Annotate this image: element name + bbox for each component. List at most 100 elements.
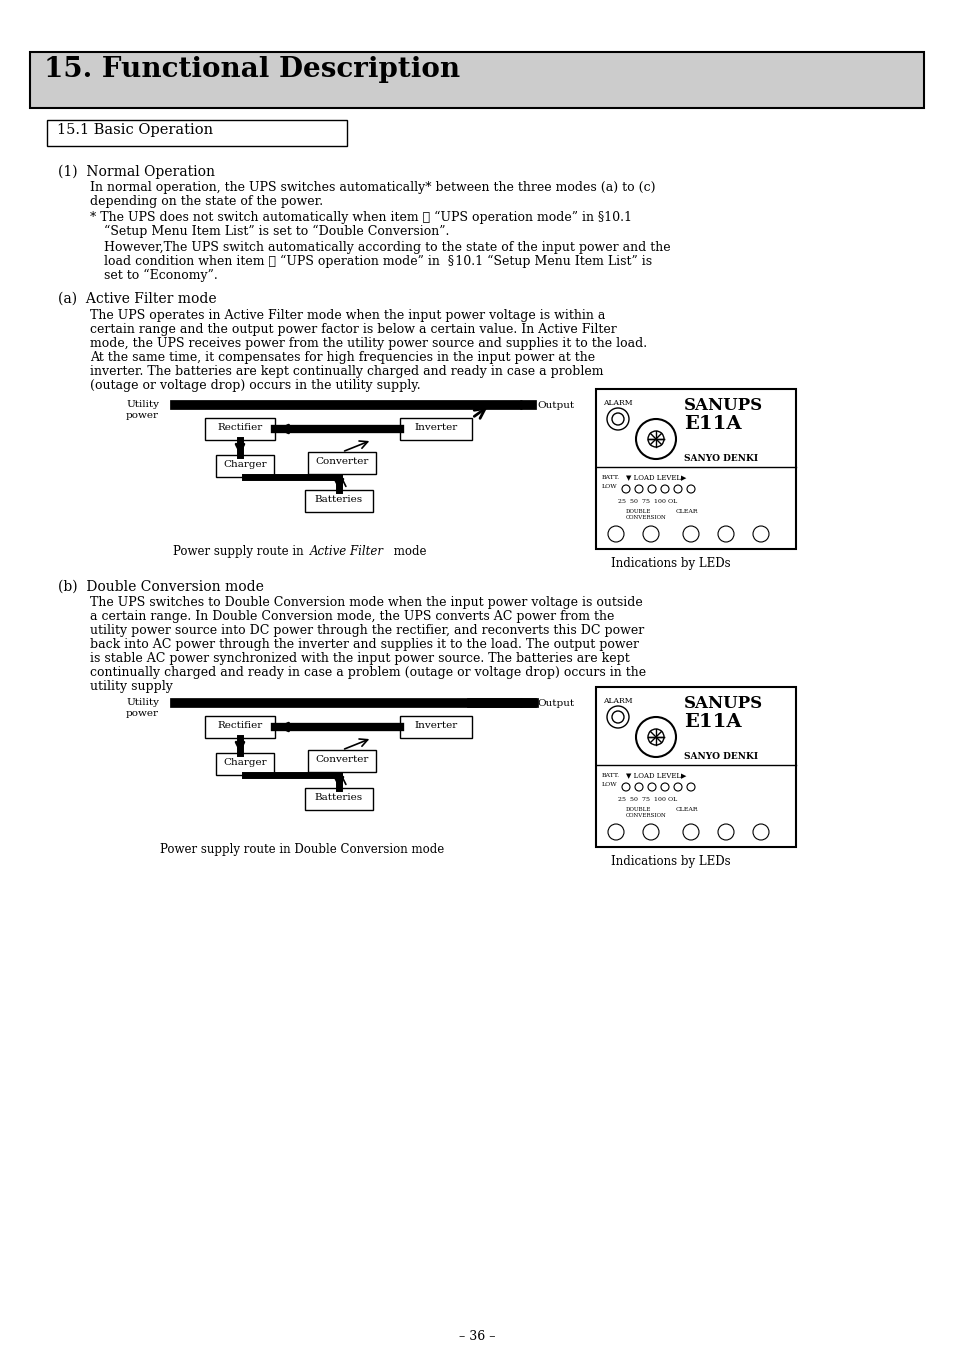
Circle shape <box>635 485 642 493</box>
Circle shape <box>607 824 623 840</box>
Bar <box>308 750 375 771</box>
Text: * The UPS does not switch automatically when item ① “UPS operation mode” in §10.: * The UPS does not switch automatically … <box>90 211 631 224</box>
Text: ▼ LOAD LEVEL▶: ▼ LOAD LEVEL▶ <box>625 473 685 481</box>
Bar <box>215 455 274 477</box>
Text: power: power <box>126 411 159 420</box>
Text: Power supply route in: Power supply route in <box>172 544 307 558</box>
Text: BATT.: BATT. <box>601 476 619 480</box>
Text: ALARM: ALARM <box>602 399 632 407</box>
Text: 15. Functional Description: 15. Functional Description <box>44 55 459 82</box>
Text: depending on the state of the power.: depending on the state of the power. <box>90 195 323 208</box>
Bar <box>215 753 274 775</box>
Text: Utility: Utility <box>126 698 159 707</box>
Text: back into AC power through the inverter and supplies it to the load. The output : back into AC power through the inverter … <box>90 638 639 651</box>
Text: Rectifier: Rectifier <box>217 423 262 432</box>
Circle shape <box>660 784 668 790</box>
Text: 25  50  75  100 OL: 25 50 75 100 OL <box>618 499 677 504</box>
Circle shape <box>647 784 656 790</box>
Text: Active Filter: Active Filter <box>310 544 384 558</box>
Text: LOW: LOW <box>601 484 617 489</box>
Text: Converter: Converter <box>315 457 368 466</box>
Text: inverter. The batteries are kept continually charged and ready in case a problem: inverter. The batteries are kept continu… <box>90 365 603 378</box>
Circle shape <box>642 824 659 840</box>
Circle shape <box>752 526 768 542</box>
Text: Power supply route in Double Conversion mode: Power supply route in Double Conversion … <box>160 843 444 857</box>
Circle shape <box>673 485 681 493</box>
Text: continually charged and ready in case a problem (outage or voltage drop) occurs : continually charged and ready in case a … <box>90 666 645 680</box>
Text: mode: mode <box>390 544 426 558</box>
Text: Batteries: Batteries <box>314 793 363 802</box>
Text: DOUBLE
CONVERSION: DOUBLE CONVERSION <box>625 509 666 520</box>
Text: (a)  Active Filter mode: (a) Active Filter mode <box>58 292 216 305</box>
Bar <box>596 389 795 549</box>
Text: The UPS switches to Double Conversion mode when the input power voltage is outsi: The UPS switches to Double Conversion mo… <box>90 596 642 609</box>
Text: BATT.: BATT. <box>601 773 619 778</box>
Text: utility supply: utility supply <box>90 680 172 693</box>
Text: Charger: Charger <box>223 459 267 469</box>
Text: power: power <box>126 709 159 717</box>
Text: Output: Output <box>537 698 574 708</box>
Circle shape <box>635 784 642 790</box>
Bar <box>30 51 923 108</box>
Circle shape <box>682 526 699 542</box>
Bar <box>308 453 375 474</box>
Text: Charger: Charger <box>223 758 267 767</box>
Circle shape <box>718 824 733 840</box>
Text: Inverter: Inverter <box>414 721 457 730</box>
Text: (1)  Normal Operation: (1) Normal Operation <box>58 165 214 180</box>
Text: In normal operation, the UPS switches automatically* between the three modes (a): In normal operation, the UPS switches au… <box>90 181 655 195</box>
Text: Indications by LEDs: Indications by LEDs <box>610 855 730 867</box>
Text: Converter: Converter <box>315 755 368 765</box>
Text: Utility: Utility <box>126 400 159 409</box>
Text: utility power source into DC power through the rectifier, and reconverts this DC: utility power source into DC power throu… <box>90 624 643 638</box>
Text: ALARM: ALARM <box>602 697 632 705</box>
Circle shape <box>718 526 733 542</box>
Text: At the same time, it compensates for high frequencies in the input power at the: At the same time, it compensates for hig… <box>90 351 595 363</box>
Circle shape <box>621 784 629 790</box>
Text: CLEAR: CLEAR <box>676 509 698 513</box>
Circle shape <box>642 526 659 542</box>
Circle shape <box>673 784 681 790</box>
Text: load condition when item ① “UPS operation mode” in  § 10.1 “Setup Menu Item List: load condition when item ① “UPS operatio… <box>104 255 652 269</box>
Bar <box>399 716 472 738</box>
Text: LOW: LOW <box>601 782 617 788</box>
Text: E11A: E11A <box>683 713 740 731</box>
Text: a certain range. In Double Conversion mode, the UPS converts AC power from the: a certain range. In Double Conversion mo… <box>90 611 614 623</box>
Bar <box>596 688 795 847</box>
Text: Batteries: Batteries <box>314 494 363 504</box>
Text: Inverter: Inverter <box>414 423 457 432</box>
Text: Output: Output <box>537 401 574 409</box>
Text: certain range and the output power factor is below a certain value. In Active Fi: certain range and the output power facto… <box>90 323 616 336</box>
Circle shape <box>686 485 695 493</box>
Text: The UPS operates in Active Filter mode when the input power voltage is within a: The UPS operates in Active Filter mode w… <box>90 309 605 322</box>
Text: mode, the UPS receives power from the utility power source and supplies it to th: mode, the UPS receives power from the ut… <box>90 336 646 350</box>
Text: CLEAR: CLEAR <box>676 807 698 812</box>
Text: (b)  Double Conversion mode: (b) Double Conversion mode <box>58 580 264 594</box>
Text: SANUPS: SANUPS <box>683 694 762 712</box>
Text: set to “Economy”.: set to “Economy”. <box>104 269 217 282</box>
Text: E11A: E11A <box>683 415 740 434</box>
Circle shape <box>752 824 768 840</box>
Circle shape <box>621 485 629 493</box>
Bar <box>399 417 472 440</box>
Bar <box>305 490 373 512</box>
Bar <box>47 120 347 146</box>
Text: DOUBLE
CONVERSION: DOUBLE CONVERSION <box>625 807 666 817</box>
Text: – 36 –: – 36 – <box>458 1329 495 1343</box>
Text: SANYO DENKI: SANYO DENKI <box>683 454 758 463</box>
Text: 25  50  75  100 OL: 25 50 75 100 OL <box>618 797 677 802</box>
Text: Rectifier: Rectifier <box>217 721 262 730</box>
Circle shape <box>682 824 699 840</box>
Text: is stable AC power synchronized with the input power source. The batteries are k: is stable AC power synchronized with the… <box>90 653 629 665</box>
Bar <box>205 716 274 738</box>
Bar <box>305 788 373 811</box>
Text: ▼ LOAD LEVEL▶: ▼ LOAD LEVEL▶ <box>625 771 685 780</box>
Text: However,The UPS switch automatically according to the state of the input power a: However,The UPS switch automatically acc… <box>104 240 670 254</box>
Circle shape <box>686 784 695 790</box>
Text: SANUPS: SANUPS <box>683 397 762 413</box>
Circle shape <box>660 485 668 493</box>
Text: 15.1 Basic Operation: 15.1 Basic Operation <box>57 123 213 136</box>
Circle shape <box>607 526 623 542</box>
Text: SANYO DENKI: SANYO DENKI <box>683 753 758 761</box>
Text: “Setup Menu Item List” is set to “Double Conversion”.: “Setup Menu Item List” is set to “Double… <box>104 226 449 238</box>
